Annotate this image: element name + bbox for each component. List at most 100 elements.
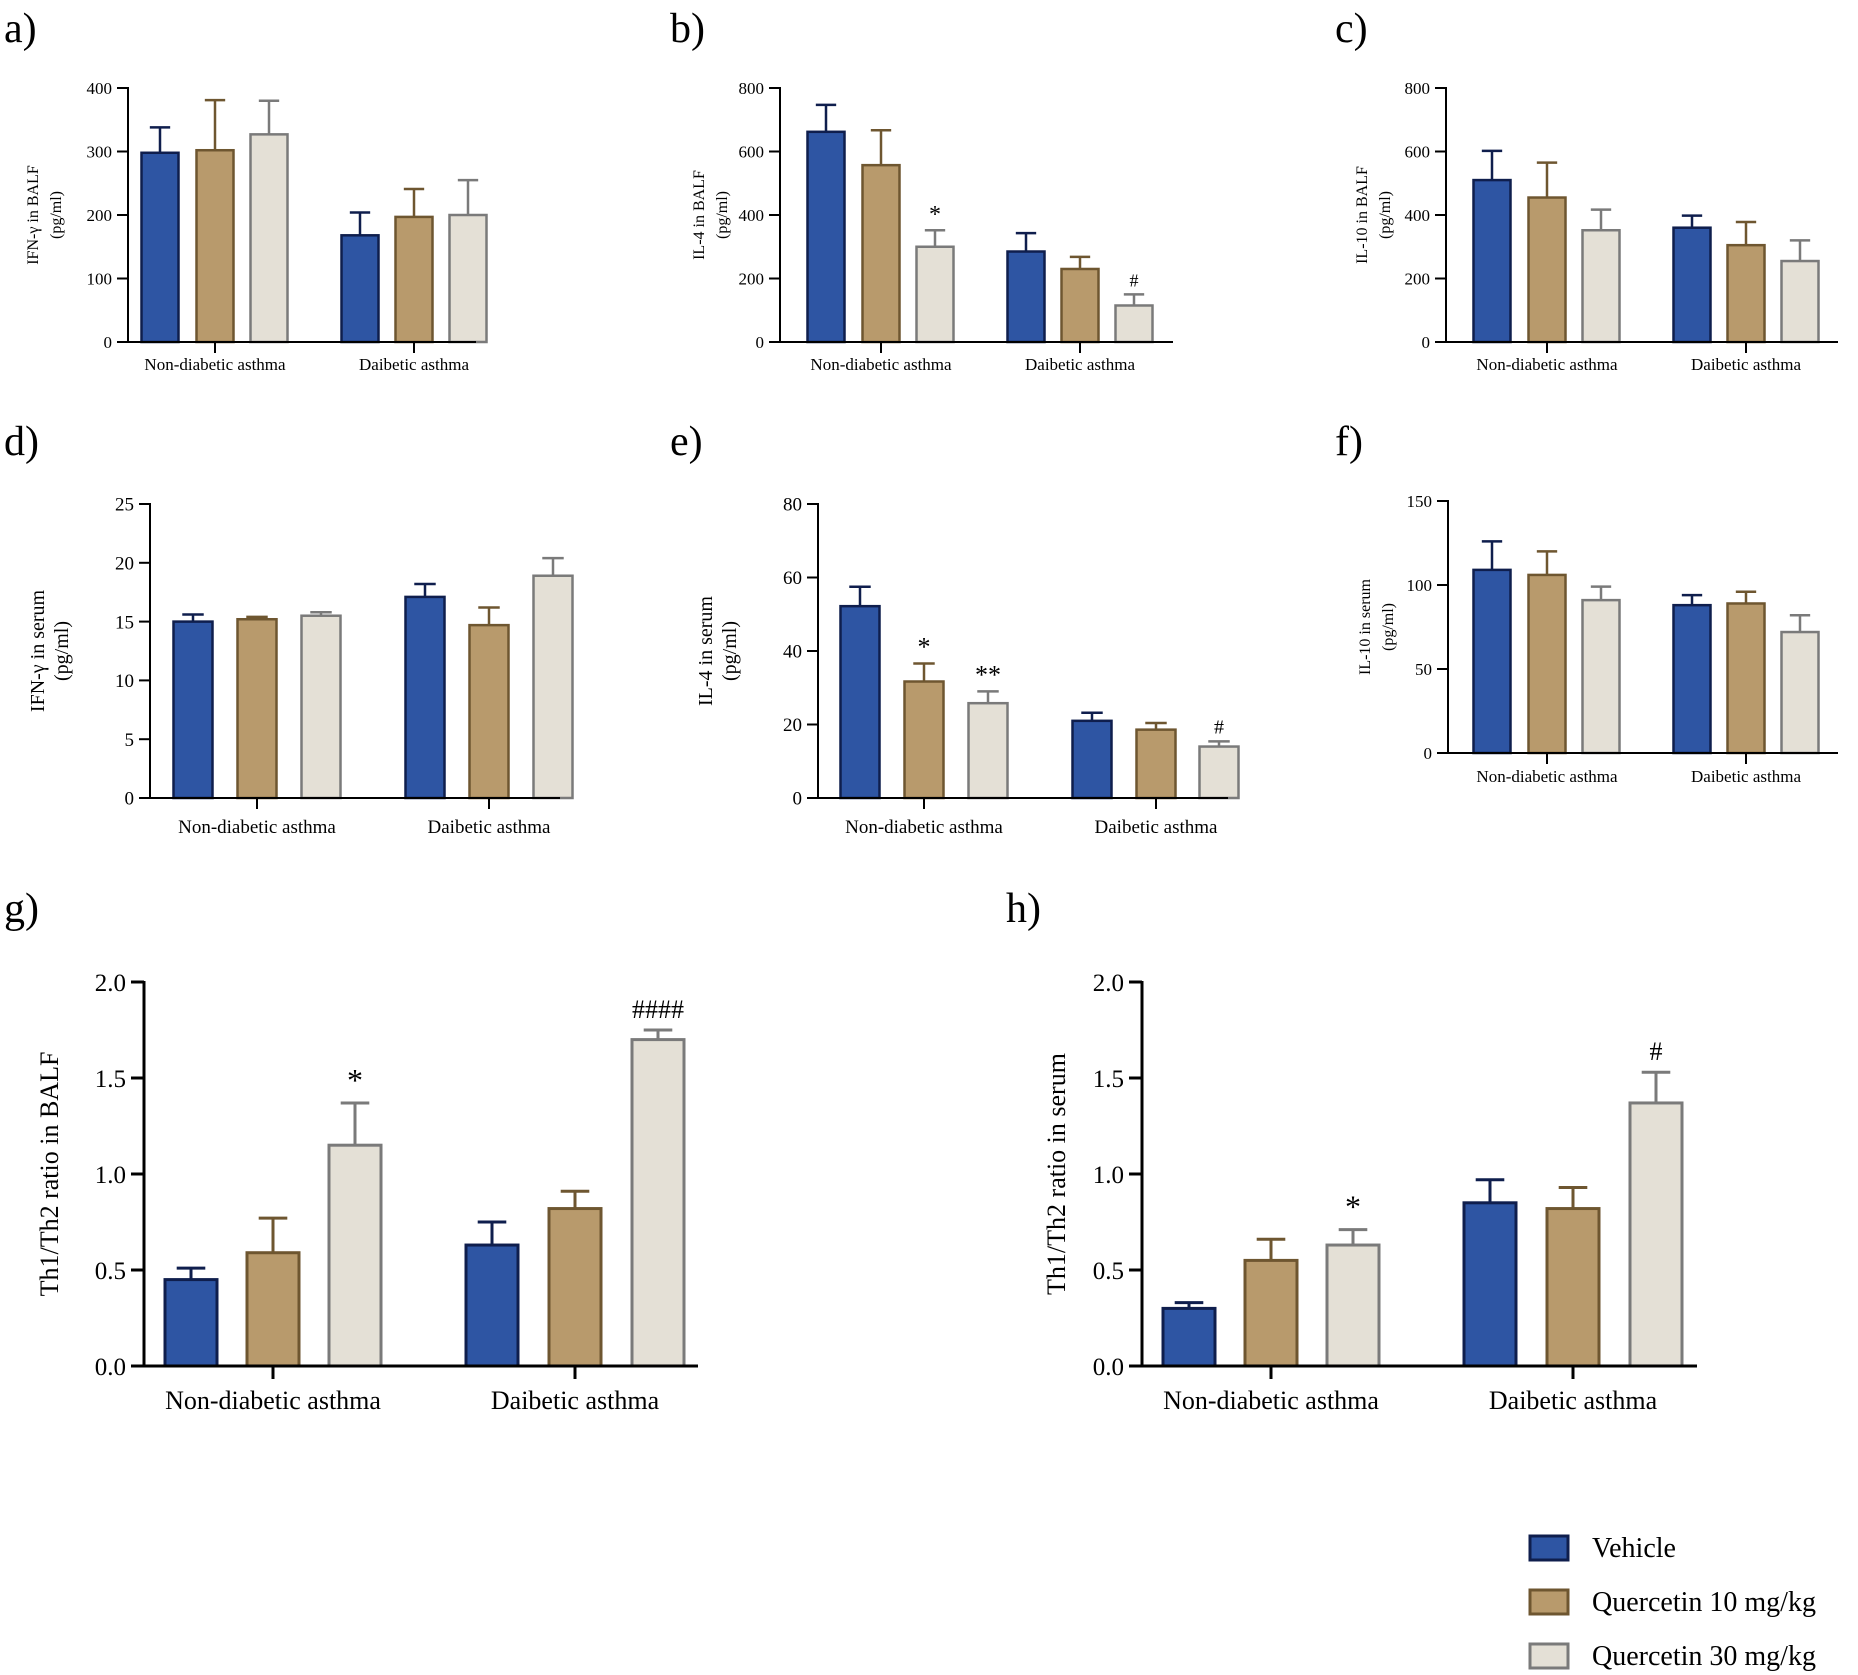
significance-label: #### [632, 995, 684, 1024]
legend: Vehicle Quercetin 10 mg/kg Quercetin 30 mg… [1528, 1533, 1816, 1672]
legend-label-q10: Quercetin 10 mg/kg [1592, 1587, 1816, 1618]
significance-label: # [1650, 1037, 1663, 1066]
y-tick-label: 15 [115, 612, 134, 633]
x-category-label: Daibetic asthma [1025, 355, 1135, 374]
y-tick-label: 800 [739, 79, 765, 98]
bar-q30 [249, 133, 289, 344]
bar-q30 [532, 574, 574, 800]
bar-q10 [1135, 728, 1177, 800]
x-category-label: Non-diabetic asthma [1476, 355, 1618, 374]
y-tick-label: 300 [87, 142, 113, 161]
y-axis-label: (pg/ml) [51, 621, 73, 681]
x-category-label: Non-diabetic asthma [178, 817, 336, 838]
y-tick-label: 5 [125, 730, 135, 751]
y-tick-label: 0.0 [95, 1354, 126, 1381]
chart-panel-2: b) * #0 200 400 600 800 Non-diabetic asthma Daib… [670, 6, 1173, 374]
panel-label: d) [4, 419, 39, 465]
y-tick-label: 200 [739, 269, 765, 288]
bar-q30 [1780, 630, 1820, 755]
y-tick-label: 0 [1424, 744, 1433, 763]
panel-label: a) [4, 6, 37, 52]
chart-panel-3: c) 0 200 400 600 800 Non-diabetic asthma Daibet… [1335, 6, 1838, 374]
y-axis-label: IFN-γ in BALF [25, 165, 42, 265]
y-tick-label: 100 [87, 269, 113, 288]
y-tick-label: 150 [1407, 492, 1433, 511]
bar-q10 [394, 215, 434, 344]
y-axis-label: IL-4 in serum [695, 596, 717, 706]
y-tick-label: 2.0 [95, 970, 126, 997]
bar-q10 [547, 1207, 603, 1368]
bar-q30 [915, 245, 955, 344]
y-tick-label: 1.5 [1093, 1066, 1124, 1093]
y-tick-label: 200 [1405, 269, 1431, 288]
bar-q10 [861, 163, 901, 344]
bar-q10 [1527, 196, 1567, 344]
panel-label: e) [670, 419, 703, 465]
y-tick-label: 0 [793, 789, 803, 810]
y-tick-label: 0.5 [95, 1258, 126, 1285]
x-category-label: Non-diabetic asthma [1163, 1386, 1379, 1415]
legend-label-q30: Quercetin 30 mg/kg [1592, 1641, 1816, 1672]
x-category-label: Daibetic asthma [428, 817, 551, 838]
bar-vehicle [404, 595, 446, 800]
bar-vehicle [140, 151, 180, 344]
bar-q30 [630, 1038, 686, 1368]
x-category-label: Daibetic asthma [1095, 817, 1218, 838]
y-axis-label: (pg/ml) [48, 191, 65, 239]
y-tick-label: 1.0 [1093, 1162, 1124, 1189]
bar-q10 [903, 680, 945, 800]
y-axis-label: IL-4 in BALF [691, 170, 708, 260]
significance-label: * [929, 202, 941, 228]
y-tick-label: 0 [756, 333, 765, 352]
panel-label: f) [1335, 419, 1363, 465]
bar-q30 [1114, 304, 1154, 344]
y-tick-label: 0.5 [1093, 1258, 1124, 1285]
bar-vehicle [1071, 719, 1113, 800]
significance-label: * [918, 632, 931, 661]
x-category-label: Non-diabetic asthma [845, 817, 1003, 838]
bar-q30 [300, 614, 342, 800]
y-tick-label: 0 [1422, 333, 1431, 352]
x-category-label: Daibetic asthma [1691, 355, 1801, 374]
bar-vehicle [1472, 568, 1512, 755]
bar-vehicle [1006, 250, 1046, 344]
y-tick-label: 600 [739, 142, 765, 161]
y-axis-label: (pg/ml) [1377, 191, 1394, 239]
y-tick-label: 20 [783, 715, 802, 736]
x-category-label: Non-diabetic asthma [1476, 767, 1618, 786]
legend-swatch-q10 [1528, 1588, 1570, 1616]
y-tick-label: 400 [739, 206, 765, 225]
x-category-label: Daibetic asthma [359, 355, 469, 374]
x-category-label: Non-diabetic asthma [810, 355, 952, 374]
y-tick-label: 0 [125, 789, 135, 810]
legend-label-vehicle: Vehicle [1592, 1533, 1676, 1564]
y-tick-label: 10 [115, 671, 134, 692]
significance-label: * [1345, 1189, 1361, 1225]
bar-q10 [1527, 573, 1567, 755]
chart-panel-8: h) * #0.0 0.5 1.0 1.5 2.0 Non-diabetic asthma Da… [1006, 886, 1697, 1415]
y-tick-label: 0.0 [1093, 1354, 1124, 1381]
y-tick-label: 2.0 [1093, 970, 1124, 997]
bar-q30 [1780, 259, 1820, 344]
significance-label: # [1130, 270, 1139, 290]
bar-q30 [1628, 1101, 1684, 1368]
y-axis-label: (pg/ml) [1380, 603, 1397, 651]
x-category-label: Non-diabetic asthma [165, 1386, 381, 1415]
y-tick-label: 60 [783, 568, 802, 589]
x-category-label: Non-diabetic asthma [144, 355, 286, 374]
y-tick-label: 800 [1405, 79, 1431, 98]
y-tick-label: 600 [1405, 142, 1431, 161]
y-tick-label: 0 [104, 333, 113, 352]
y-tick-label: 50 [1415, 660, 1432, 679]
bar-q10 [1060, 267, 1100, 344]
y-axis-label: Th1/Th2 ratio in serum [1042, 1053, 1071, 1295]
bar-q10 [1545, 1207, 1601, 1368]
bar-q30 [967, 701, 1009, 800]
bar-vehicle [806, 130, 846, 344]
x-category-label: Daibetic asthma [1691, 767, 1801, 786]
bar-vehicle [839, 604, 881, 800]
bar-q10 [236, 617, 278, 800]
y-tick-label: 1.5 [95, 1066, 126, 1093]
y-tick-label: 25 [115, 495, 134, 516]
